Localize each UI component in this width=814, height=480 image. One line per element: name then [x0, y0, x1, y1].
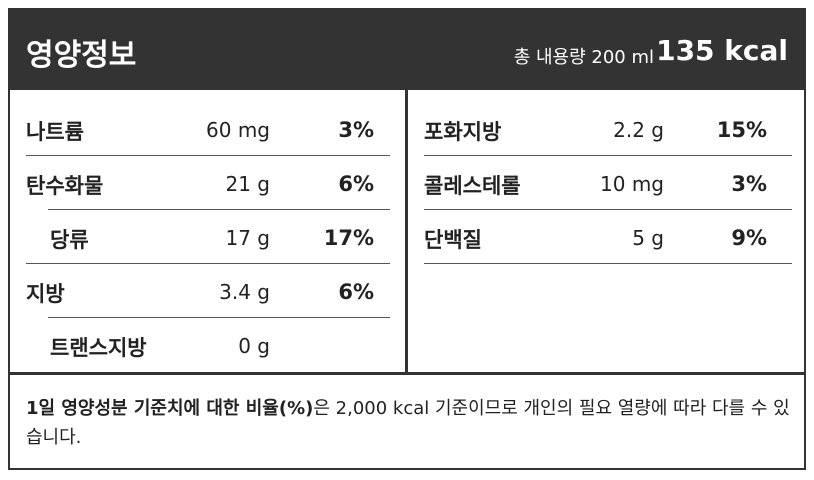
row-line	[48, 209, 390, 210]
percent: 15%	[716, 118, 767, 142]
row-line	[424, 263, 792, 264]
nutrient: 지방	[26, 282, 65, 306]
row-line	[424, 209, 792, 210]
nutrient: 트랜스지방	[50, 336, 147, 360]
footnote-text: 은 2,000 kcal 기준이므로 개인의 필요 열량에 따라 다를 수 있습…	[26, 398, 790, 448]
column-divider	[405, 90, 408, 374]
nutrient: 단백질	[424, 228, 482, 252]
amount: 10 mg	[600, 172, 664, 196]
percent: 6%	[338, 280, 374, 304]
nutrition-label: 영양정보 총 내용량 200 ml 135 kcal 나트륨 60 mg 3% …	[8, 8, 806, 470]
footnote: 1일 영양성분 기준치에 대한 비율(%)은 2,000 kcal 기준이므로 …	[26, 394, 796, 452]
percent: 3%	[731, 172, 767, 196]
amount: 5 g	[632, 226, 664, 250]
footer-divider	[10, 372, 804, 375]
amount: 3.4 g	[219, 280, 270, 304]
amount: 60 mg	[206, 118, 270, 142]
row-line	[26, 263, 390, 264]
calories: 135 kcal	[656, 34, 788, 67]
row-line	[424, 155, 792, 156]
row-line	[26, 155, 390, 156]
serving: 총 내용량 200 ml	[513, 47, 654, 68]
nutrient: 탄수화물	[26, 174, 104, 198]
header: 영양정보 총 내용량 200 ml 135 kcal	[10, 10, 804, 90]
nutrient: 콜레스테롤	[424, 174, 521, 198]
amount: 21 g	[225, 172, 270, 196]
percent: 17%	[323, 226, 374, 250]
amount: 17 g	[225, 226, 270, 250]
row-line	[48, 317, 390, 318]
amount: 0 g	[238, 334, 270, 358]
nutrient: 당류	[50, 228, 89, 252]
percent: 6%	[338, 172, 374, 196]
nutrient: 포화지방	[424, 120, 502, 144]
title: 영양정보	[26, 38, 137, 73]
footnote-bold: 1일 영양성분 기준치에 대한 비율(%)	[26, 398, 314, 419]
nutrient: 나트륨	[26, 120, 84, 144]
percent: 9%	[731, 226, 767, 250]
amount: 2.2 g	[613, 118, 664, 142]
percent: 3%	[338, 118, 374, 142]
